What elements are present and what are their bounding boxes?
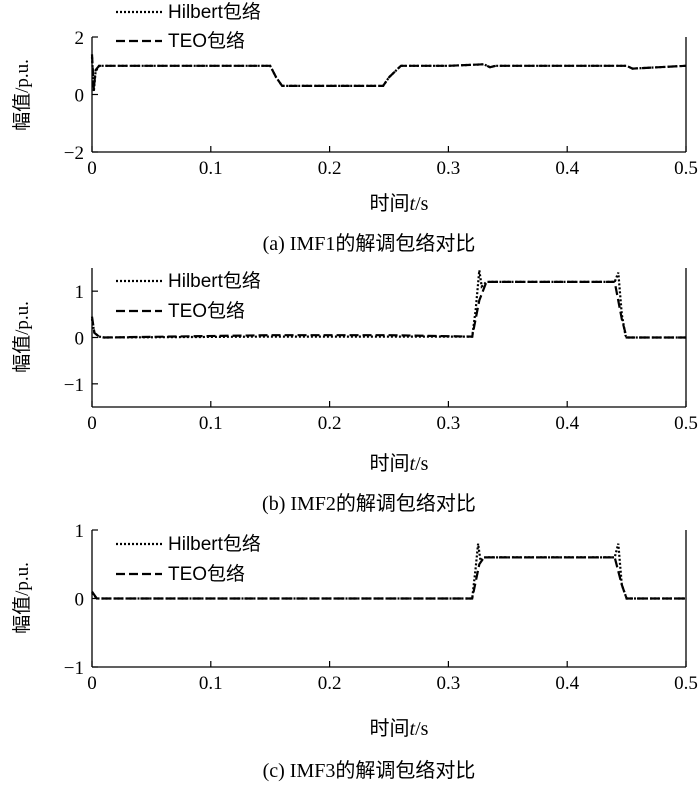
- x-tick-label: 0: [87, 673, 97, 694]
- x-tick-label: 0.2: [318, 413, 342, 434]
- series-line-hilbert: [90, 57, 687, 92]
- legend-entry: TEO包络: [168, 30, 245, 52]
- y-tick-label: 1: [75, 282, 85, 303]
- panel-caption: (c) IMF3的解调包络对比: [263, 759, 476, 782]
- y-tick-label: 1: [75, 521, 85, 542]
- x-tick-label: 0.4: [555, 673, 579, 694]
- y-tick-label: −2: [64, 143, 84, 164]
- x-tick-label: 0.3: [437, 673, 461, 694]
- legend-entry: Hilbert包络: [168, 533, 261, 555]
- x-tick-label: 0.1: [199, 158, 223, 179]
- x-tick-label: 0.5: [674, 413, 698, 434]
- y-axis-label: 幅值/p.u.: [11, 59, 33, 131]
- y-tick-label: −1: [64, 658, 84, 679]
- y-tick-label: 0: [75, 590, 85, 611]
- series-line-teo: [90, 54, 687, 89]
- x-tick-label: 0: [87, 158, 97, 179]
- y-tick-label: 0: [75, 86, 85, 107]
- x-tick-label: 0.3: [437, 413, 461, 434]
- legend-entry: TEO包络: [168, 563, 245, 585]
- x-tick-label: 0.1: [199, 413, 223, 434]
- x-tick-label: 0.4: [555, 413, 579, 434]
- series-line-teo: [91, 556, 686, 600]
- y-axis-label: 幅值/p.u.: [11, 301, 33, 373]
- x-tick-label: 0.4: [555, 158, 579, 179]
- x-axis-label: 时间t/s: [370, 192, 429, 215]
- y-tick-label: 2: [75, 28, 85, 49]
- y-axis-label: 幅值/p.u.: [11, 562, 33, 634]
- x-tick-label: 0.5: [674, 158, 698, 179]
- panel-caption: (a) IMF1的解调包络对比: [263, 232, 476, 255]
- series-line-teo: [90, 280, 686, 339]
- y-tick-label: 0: [75, 329, 85, 350]
- x-tick-label: 0.2: [318, 158, 342, 179]
- x-tick-label: 0: [87, 413, 97, 434]
- legend-entry: Hilbert包络: [168, 1, 261, 23]
- panel-caption: (b) IMF2的解调包络对比: [262, 492, 476, 515]
- x-tick-label: 0.5: [674, 673, 698, 694]
- x-tick-label: 0.2: [318, 673, 342, 694]
- x-tick-label: 0.3: [437, 158, 461, 179]
- x-axis-label: 时间t/s: [370, 452, 429, 475]
- legend-entry: Hilbert包络: [168, 270, 261, 292]
- x-axis-label: 时间t/s: [370, 717, 429, 740]
- y-tick-label: −1: [64, 375, 84, 396]
- x-tick-label: 0.1: [199, 673, 223, 694]
- legend-entry: TEO包络: [168, 300, 245, 322]
